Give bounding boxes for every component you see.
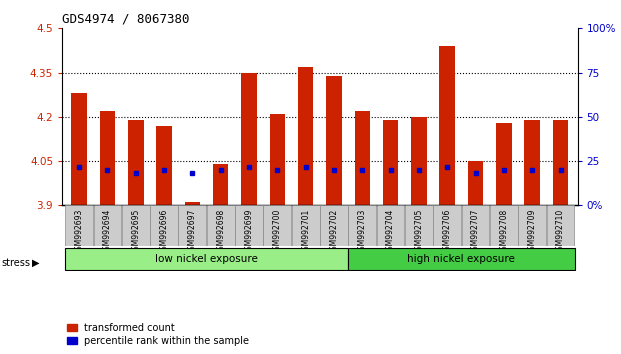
Bar bbox=[496, 123, 512, 205]
Text: GSM992699: GSM992699 bbox=[245, 209, 253, 255]
FancyBboxPatch shape bbox=[377, 205, 404, 246]
Bar bbox=[383, 120, 399, 205]
Bar bbox=[440, 46, 455, 205]
FancyBboxPatch shape bbox=[263, 205, 291, 246]
FancyBboxPatch shape bbox=[235, 205, 263, 246]
Bar bbox=[270, 114, 285, 205]
FancyBboxPatch shape bbox=[150, 205, 178, 246]
FancyBboxPatch shape bbox=[519, 205, 546, 246]
FancyBboxPatch shape bbox=[348, 248, 574, 270]
Bar bbox=[553, 120, 568, 205]
FancyBboxPatch shape bbox=[461, 205, 489, 246]
FancyBboxPatch shape bbox=[65, 205, 93, 246]
Text: GSM992700: GSM992700 bbox=[273, 209, 282, 255]
FancyBboxPatch shape bbox=[122, 205, 150, 246]
Text: GSM992706: GSM992706 bbox=[443, 209, 451, 255]
Bar bbox=[71, 93, 87, 205]
Text: GSM992707: GSM992707 bbox=[471, 209, 480, 255]
Text: high nickel exposure: high nickel exposure bbox=[407, 254, 515, 264]
FancyBboxPatch shape bbox=[94, 205, 121, 246]
Bar bbox=[524, 120, 540, 205]
Text: low nickel exposure: low nickel exposure bbox=[155, 254, 258, 264]
Bar bbox=[184, 202, 200, 205]
Text: GSM992703: GSM992703 bbox=[358, 209, 367, 255]
Text: GSM992697: GSM992697 bbox=[188, 209, 197, 255]
Text: GSM992709: GSM992709 bbox=[528, 209, 537, 255]
FancyBboxPatch shape bbox=[546, 205, 574, 246]
Bar bbox=[355, 111, 370, 205]
FancyBboxPatch shape bbox=[178, 205, 206, 246]
Legend: transformed count, percentile rank within the sample: transformed count, percentile rank withi… bbox=[67, 323, 250, 346]
FancyBboxPatch shape bbox=[292, 205, 320, 246]
FancyBboxPatch shape bbox=[207, 205, 235, 246]
Bar bbox=[213, 164, 229, 205]
FancyBboxPatch shape bbox=[65, 248, 348, 270]
Text: GSM992702: GSM992702 bbox=[330, 209, 338, 255]
FancyBboxPatch shape bbox=[490, 205, 518, 246]
Bar bbox=[156, 126, 172, 205]
Text: GSM992701: GSM992701 bbox=[301, 209, 310, 255]
Bar bbox=[298, 67, 314, 205]
Text: GSM992694: GSM992694 bbox=[103, 209, 112, 255]
Text: stress: stress bbox=[1, 258, 30, 268]
Bar bbox=[99, 111, 116, 205]
Text: GSM992708: GSM992708 bbox=[499, 209, 509, 255]
FancyBboxPatch shape bbox=[320, 205, 348, 246]
Text: GSM992693: GSM992693 bbox=[75, 209, 84, 255]
FancyBboxPatch shape bbox=[433, 205, 461, 246]
Bar bbox=[128, 120, 143, 205]
Text: GSM992695: GSM992695 bbox=[131, 209, 140, 255]
Text: ▶: ▶ bbox=[32, 258, 40, 268]
Bar bbox=[468, 161, 483, 205]
Text: GSM992698: GSM992698 bbox=[216, 209, 225, 255]
Text: GSM992696: GSM992696 bbox=[160, 209, 168, 255]
Bar bbox=[411, 117, 427, 205]
FancyBboxPatch shape bbox=[405, 205, 433, 246]
Text: GDS4974 / 8067380: GDS4974 / 8067380 bbox=[62, 12, 189, 25]
Text: GSM992710: GSM992710 bbox=[556, 209, 565, 255]
Bar bbox=[326, 75, 342, 205]
Bar bbox=[241, 73, 257, 205]
Text: GSM992705: GSM992705 bbox=[414, 209, 424, 255]
FancyBboxPatch shape bbox=[348, 205, 376, 246]
Text: GSM992704: GSM992704 bbox=[386, 209, 395, 255]
